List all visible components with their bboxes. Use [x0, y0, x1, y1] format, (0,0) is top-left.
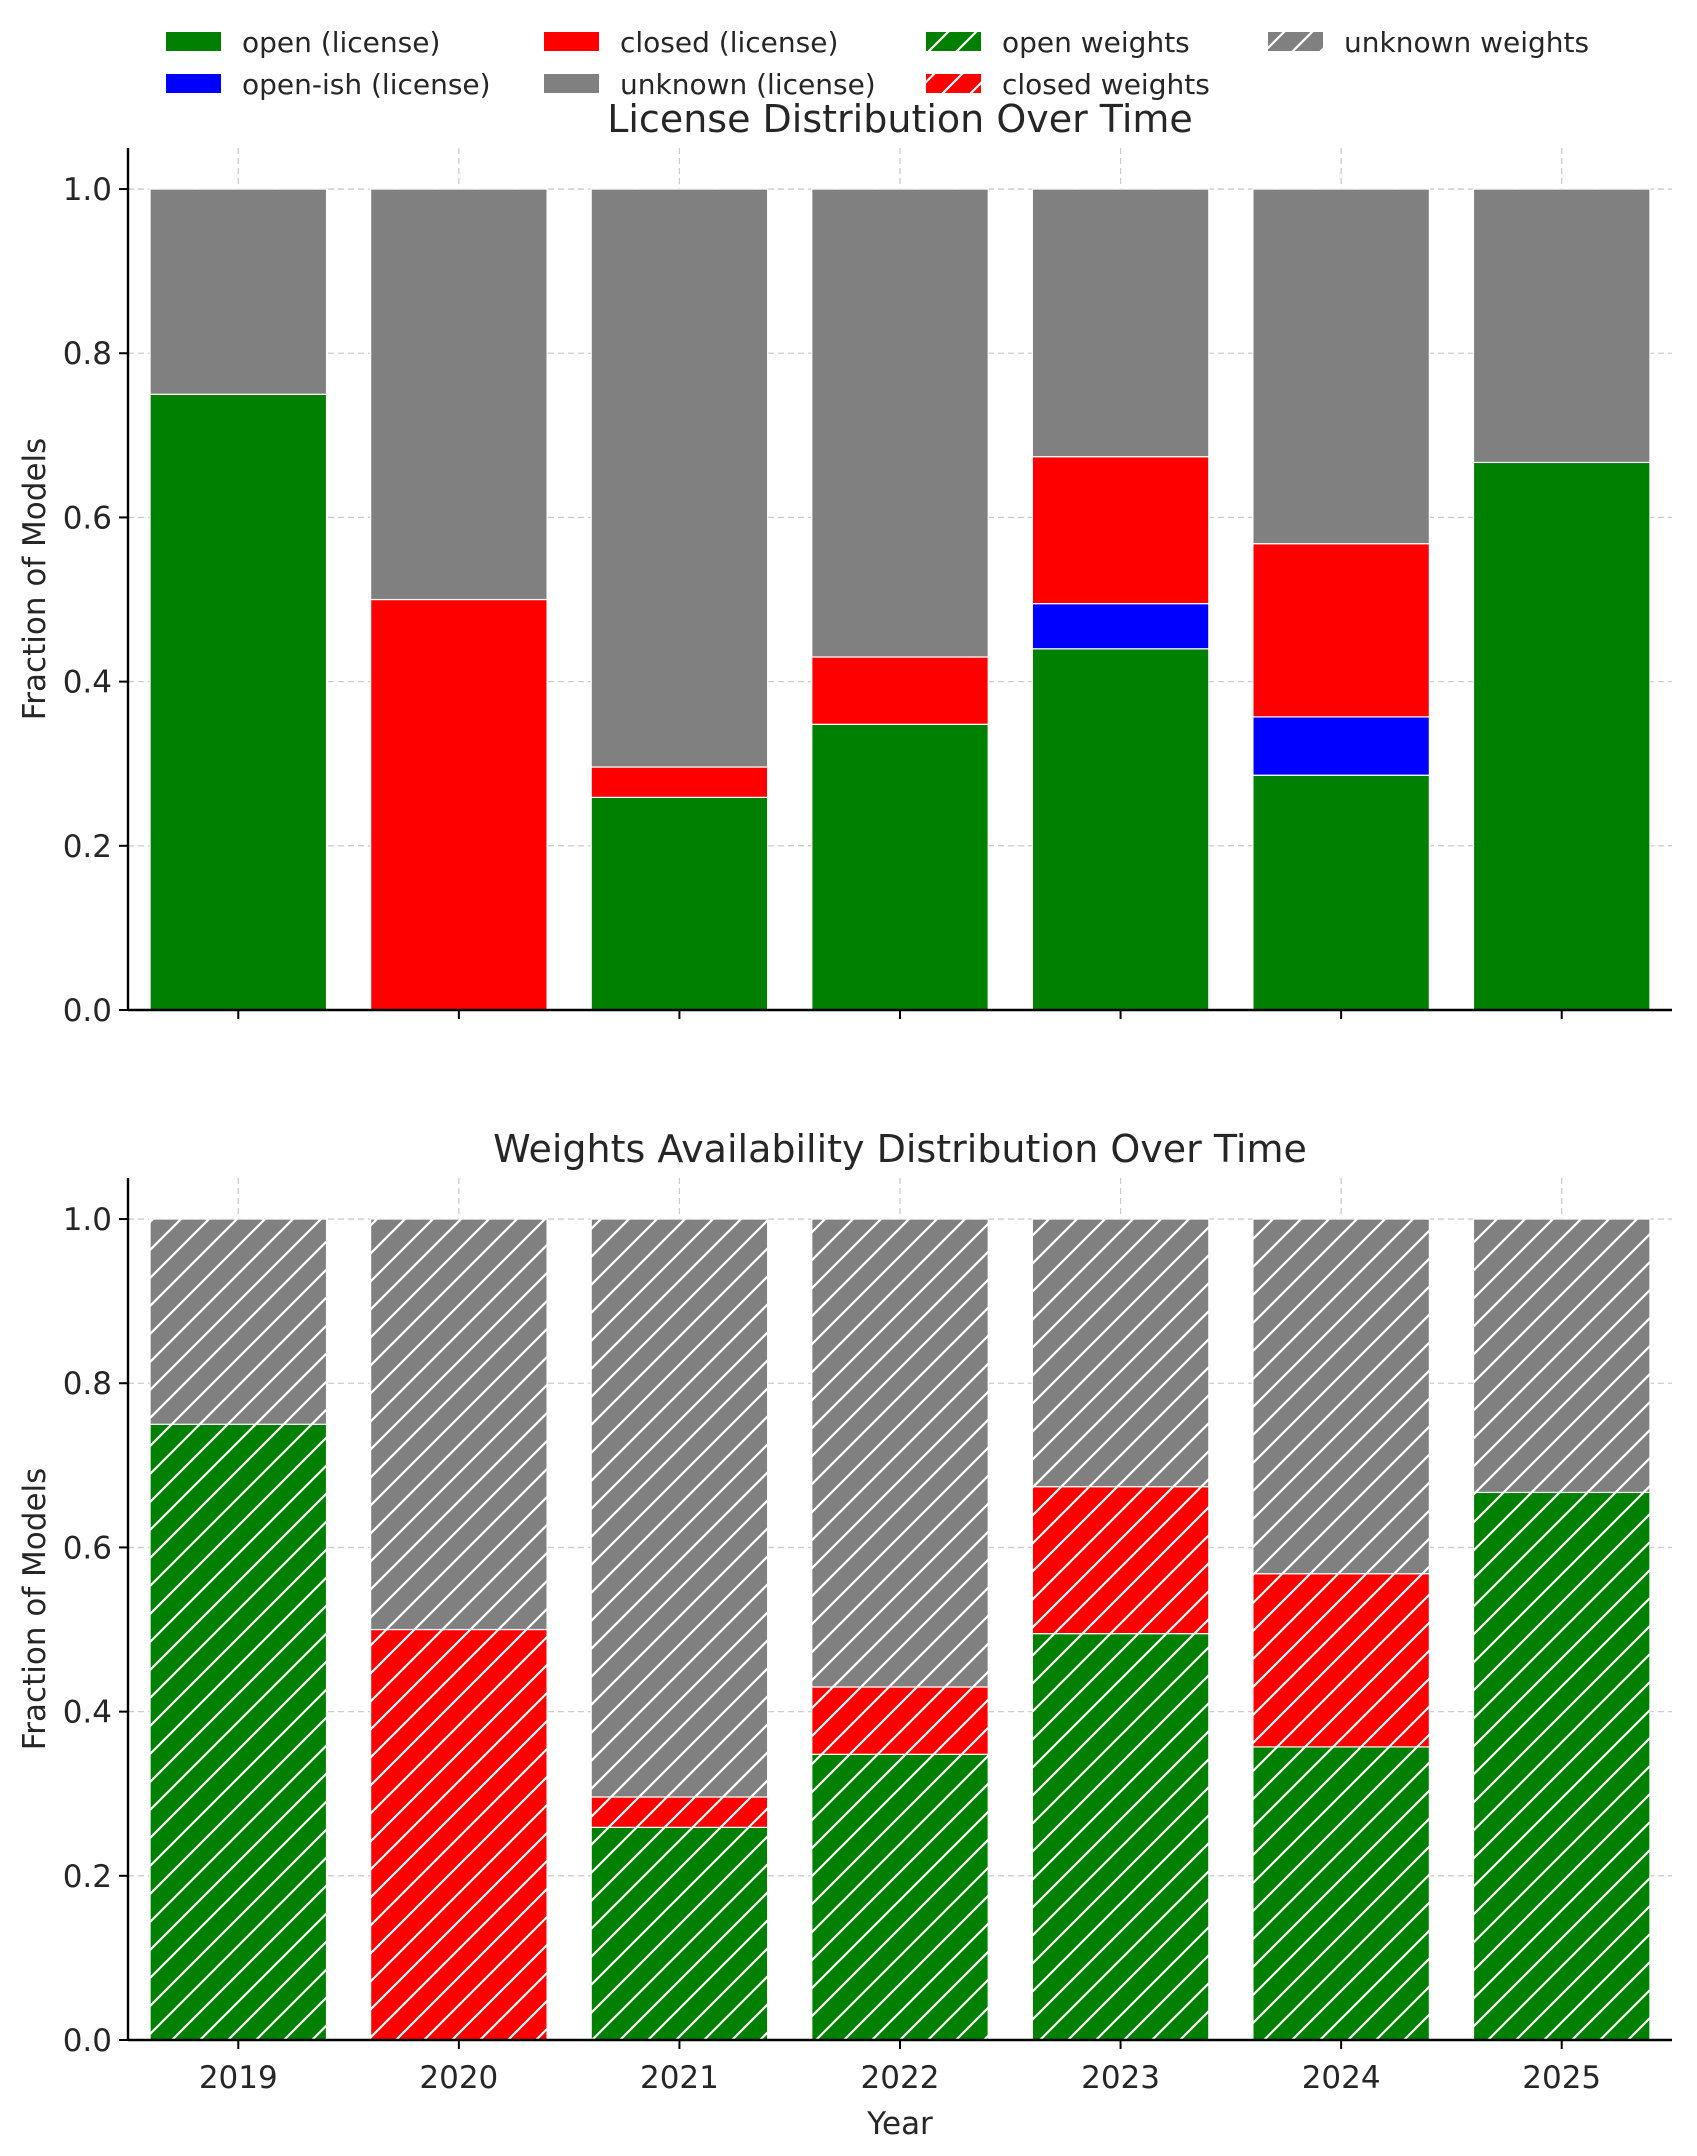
y-tick-label: 0.8	[63, 1366, 112, 1402]
bar-segment	[590, 766, 769, 798]
x-tick-label: 2023	[1081, 2060, 1160, 2096]
bar-hatch	[811, 1219, 989, 1687]
bars	[149, 188, 1651, 1011]
bar-hatch	[1473, 1492, 1650, 2040]
legend-swatch-hatch	[1268, 32, 1323, 51]
legend-swatch-hatch	[926, 74, 981, 93]
bar-hatch	[811, 1754, 989, 2040]
legend-item: unknown (license)	[544, 68, 876, 101]
x-tick-label: 2024	[1302, 2060, 1381, 2096]
bar-segment	[1252, 774, 1430, 1011]
y-tick-label: 0.4	[63, 1695, 112, 1731]
bar-segment	[811, 723, 989, 1011]
legend-swatch	[544, 32, 599, 51]
legend: open (license) open-ish (license) closed (…	[166, 26, 1589, 101]
y-tick-label: 0.4	[63, 665, 112, 701]
bar-hatch	[150, 1219, 327, 1425]
y-tick-label: 1.0	[63, 172, 112, 208]
y-tick-label: 1.0	[63, 1202, 112, 1238]
bar-hatch	[150, 1424, 327, 2040]
bar-segment	[149, 393, 328, 1011]
bar-hatch	[811, 1686, 989, 1755]
legend-swatch	[166, 32, 221, 51]
y-axis-label: Fraction of Models	[17, 1468, 53, 1751]
legend-label: open weights	[1002, 26, 1190, 59]
legend-label: unknown (license)	[620, 68, 876, 101]
bar-hatch	[1032, 1486, 1209, 1634]
weights-chart: 0.0 0.2 0.4 0.6 0.8 1.0 2019 2020 2021 2022 2023 20…	[17, 1127, 1672, 2142]
bar-hatch	[1473, 1219, 1650, 1493]
x-tick-label: 2021	[640, 2060, 719, 2096]
y-tick-label: 0.0	[63, 993, 112, 1029]
legend-item: open-ish (license)	[166, 68, 491, 101]
bar-segment	[590, 796, 769, 1011]
x-tick-label: 2025	[1522, 2060, 1601, 2096]
legend-swatch-hatch	[926, 32, 981, 51]
bar-segment	[1252, 543, 1430, 718]
y-tick-label: 0.6	[63, 1530, 112, 1566]
bar-segment	[1252, 716, 1430, 776]
legend-label: closed (license)	[620, 26, 838, 59]
bar-segment	[1031, 603, 1210, 650]
legend-item: open weights	[926, 26, 1190, 59]
legend-swatch	[166, 74, 221, 93]
bar-hatch	[370, 1629, 548, 2040]
chart-title: License Distribution Over Time	[607, 97, 1193, 141]
bar-segment	[1252, 188, 1430, 545]
bar-hatch	[1032, 1633, 1209, 2040]
legend-label: closed weights	[1002, 68, 1210, 101]
bar-segment	[811, 188, 989, 658]
bar-hatch	[370, 1219, 548, 1630]
legend-item: unknown weights	[1268, 26, 1589, 59]
y-axis-label: Fraction of Models	[17, 438, 53, 721]
y-tick-label: 0.2	[63, 829, 112, 865]
bar-hatch	[1252, 1219, 1430, 1574]
x-tick-label: 2022	[861, 2060, 940, 2096]
bar-hatch	[1032, 1219, 1209, 1487]
legend-swatch	[544, 74, 599, 93]
bar-segment	[1472, 188, 1651, 464]
legend-item: closed weights	[926, 68, 1210, 101]
legend-item: closed (license)	[544, 26, 838, 59]
bar-segment	[149, 188, 328, 395]
bar-segment	[370, 598, 548, 1011]
y-tick-label: 0.2	[63, 1859, 112, 1895]
bar-segment	[1031, 456, 1210, 605]
legend-item: open (license)	[166, 26, 440, 59]
bar-segment	[1031, 188, 1210, 458]
bar-hatch	[591, 1796, 768, 1828]
x-axis-label: Year	[866, 2106, 933, 2142]
bar-segment	[1472, 461, 1651, 1011]
y-tick-label: 0.8	[63, 336, 112, 372]
legend-label: unknown weights	[1344, 26, 1589, 59]
legend-label: open (license)	[242, 26, 440, 59]
bar-hatch	[591, 1827, 768, 2040]
bar-hatch	[1252, 1573, 1430, 1747]
bars	[149, 1218, 1651, 2041]
bar-hatch	[591, 1219, 768, 1797]
x-tick-label: 2019	[199, 2060, 278, 2096]
bar-segment	[1031, 648, 1210, 1011]
license-chart: 0.0 0.2 0.4 0.6 0.8 1.0 License Distribution O…	[17, 97, 1672, 1029]
legend-label: open-ish (license)	[242, 68, 491, 101]
y-tick-label: 0.6	[63, 500, 112, 536]
x-tick-label: 2020	[419, 2060, 498, 2096]
bar-segment	[811, 656, 989, 725]
y-tick-label: 0.0	[63, 2023, 112, 2059]
chart-title: Weights Availability Distribution Over T…	[493, 1127, 1307, 1171]
bar-segment	[590, 188, 769, 768]
bar-hatch	[1252, 1746, 1430, 2040]
bar-segment	[370, 188, 548, 601]
